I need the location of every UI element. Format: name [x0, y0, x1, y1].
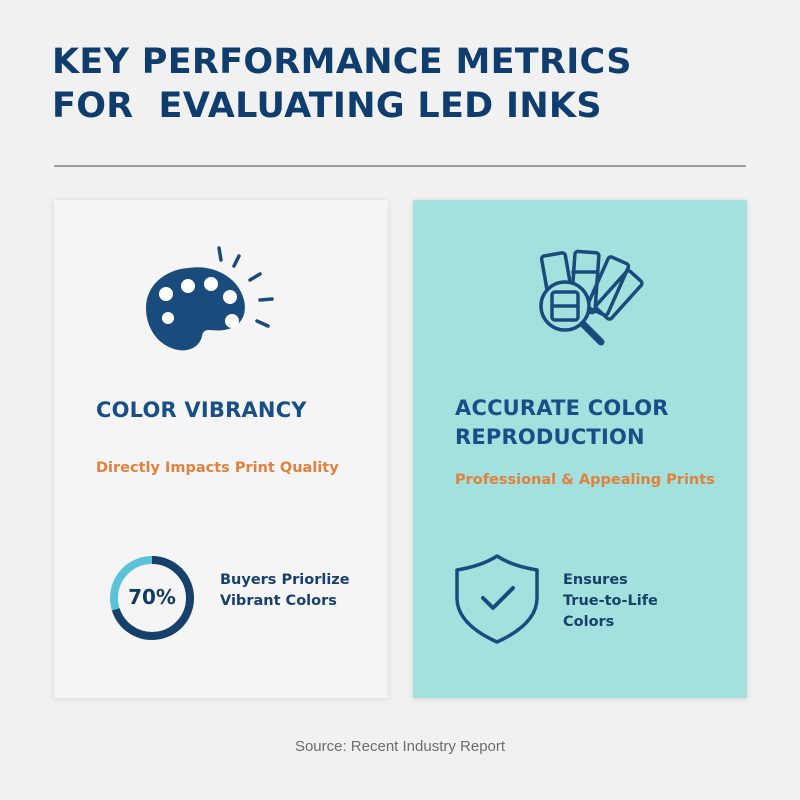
stat-caption-line: True-to-Life	[563, 593, 658, 609]
shield-check-icon	[455, 554, 539, 644]
stat-caption-line: Ensures	[563, 572, 628, 588]
stat-caption: Ensures True-to-Life Colors	[563, 570, 713, 633]
card-title: ACCURATE COLOR REPRODUCTION	[455, 396, 669, 449]
card-subtitle: Professional & Appealing Prints	[455, 472, 715, 488]
source-note: Source: Recent Industry Report	[294, 738, 506, 755]
card-subtitle: Directly Impacts Print Quality	[96, 460, 339, 476]
progress-value: 70%	[128, 585, 176, 609]
page-title: KEY PERFORMANCE METRICS FOR EVALUATING L…	[52, 42, 632, 126]
metric-card-accurate-color: ACCURATE COLOR REPRODUCTION Professional…	[413, 200, 747, 698]
title-divider	[54, 165, 746, 167]
metric-card-color-vibrancy: COLOR VIBRANCY Directly Impacts Print Qu…	[54, 200, 388, 698]
stat-caption-line: Vibrant Colors	[220, 593, 337, 609]
stat-caption-line: Buyers Priorlize	[220, 572, 350, 588]
stat-caption-line: Colors	[563, 614, 615, 630]
stat-caption: Buyers Priorlize Vibrant Colors	[220, 570, 370, 612]
paint-palette-icon	[146, 246, 274, 351]
color-swatch-magnifier-icon	[539, 249, 644, 346]
card-title: COLOR VIBRANCY	[96, 398, 307, 422]
progress-ring	[110, 556, 194, 640]
